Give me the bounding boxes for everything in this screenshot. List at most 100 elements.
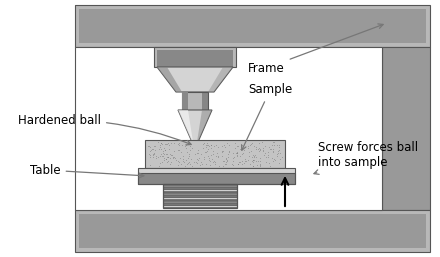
Point xyxy=(188,146,195,150)
Polygon shape xyxy=(197,110,212,142)
Point xyxy=(182,143,189,148)
Point xyxy=(184,161,191,165)
Point xyxy=(189,163,196,168)
Text: Table: Table xyxy=(30,163,144,178)
Polygon shape xyxy=(75,5,430,47)
Point xyxy=(234,153,241,157)
Point xyxy=(275,149,282,153)
Polygon shape xyxy=(157,67,182,92)
Point xyxy=(192,151,199,155)
Point xyxy=(148,148,155,152)
Point xyxy=(224,159,231,163)
Point xyxy=(194,158,202,162)
Point xyxy=(226,143,233,148)
Point xyxy=(253,147,260,151)
Point xyxy=(147,163,154,167)
Point xyxy=(229,162,236,166)
Point xyxy=(276,151,283,155)
Point xyxy=(266,164,273,168)
Polygon shape xyxy=(75,210,430,252)
Point xyxy=(176,142,183,146)
Point xyxy=(160,155,167,160)
Point xyxy=(177,162,184,166)
Point xyxy=(187,162,194,166)
Point xyxy=(175,163,182,167)
Point xyxy=(220,159,227,163)
Point xyxy=(172,158,180,162)
Point xyxy=(253,159,260,163)
Point xyxy=(236,154,243,158)
Point xyxy=(155,155,162,159)
Point xyxy=(169,155,176,159)
Point xyxy=(204,154,211,158)
Point xyxy=(235,144,242,149)
Point xyxy=(194,157,201,161)
Polygon shape xyxy=(163,197,237,199)
Point xyxy=(230,156,237,160)
Point xyxy=(238,162,246,166)
Point xyxy=(186,152,193,156)
Point xyxy=(208,157,215,161)
Point xyxy=(244,144,251,148)
Point xyxy=(147,149,154,153)
Point xyxy=(160,152,167,156)
Point xyxy=(205,156,213,160)
Point xyxy=(259,148,266,152)
Point xyxy=(269,149,276,153)
Point xyxy=(184,140,191,144)
Point xyxy=(207,153,214,157)
Point xyxy=(185,142,192,146)
Point xyxy=(166,151,173,155)
Point xyxy=(150,147,157,151)
Point xyxy=(222,161,229,166)
Point xyxy=(151,144,158,148)
Point xyxy=(257,159,264,163)
Text: Sample: Sample xyxy=(242,84,292,150)
Point xyxy=(163,152,170,156)
Polygon shape xyxy=(163,196,237,197)
Point xyxy=(242,157,249,161)
Point xyxy=(238,142,245,146)
Point xyxy=(216,164,223,168)
Polygon shape xyxy=(163,204,237,205)
Point xyxy=(238,143,245,147)
Point xyxy=(158,142,165,146)
Point xyxy=(209,152,216,156)
Point xyxy=(158,160,165,164)
Circle shape xyxy=(191,142,199,150)
Polygon shape xyxy=(208,67,233,92)
Point xyxy=(194,148,202,152)
Point xyxy=(157,154,164,158)
Point xyxy=(149,154,156,159)
Point xyxy=(179,153,186,158)
Point xyxy=(232,151,239,155)
Point xyxy=(246,162,253,166)
Point xyxy=(162,157,169,161)
Point xyxy=(258,140,265,144)
Point xyxy=(196,163,203,167)
Point xyxy=(264,150,271,154)
Point xyxy=(223,157,230,161)
Point xyxy=(215,144,222,149)
Point xyxy=(213,151,220,155)
Point xyxy=(249,164,257,168)
Point xyxy=(149,147,156,151)
Point xyxy=(241,161,248,165)
Point xyxy=(206,163,213,167)
Point xyxy=(254,159,261,163)
Point xyxy=(183,150,190,154)
Point xyxy=(203,150,210,154)
Point xyxy=(223,160,230,164)
Point xyxy=(156,161,163,165)
Point xyxy=(252,153,259,157)
Point xyxy=(165,143,172,147)
Point xyxy=(257,148,264,152)
Point xyxy=(224,152,231,156)
Point xyxy=(163,155,170,159)
Point xyxy=(207,159,214,163)
Point xyxy=(269,159,276,163)
Point xyxy=(234,144,241,148)
Point xyxy=(170,149,177,153)
Polygon shape xyxy=(163,185,237,187)
Point xyxy=(219,144,226,148)
